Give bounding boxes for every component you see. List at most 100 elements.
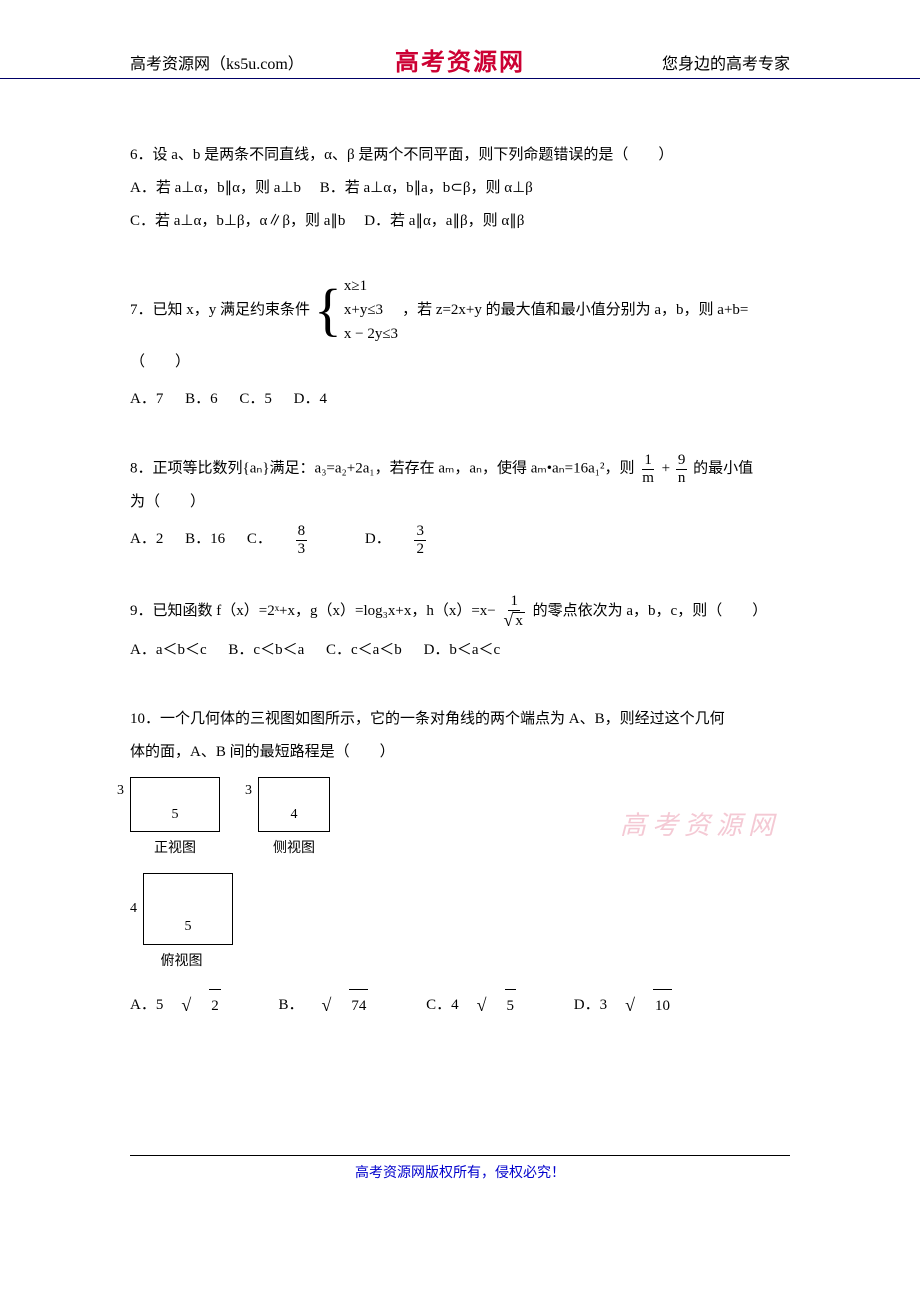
frac-den: m (640, 470, 656, 487)
q6-optD: D．若 a∥α，a∥β，则 α∥β (364, 213, 524, 229)
frac-num: 1 (508, 593, 520, 611)
q6-optA: A．若 a⊥α，b∥α，则 a⊥b (130, 180, 301, 196)
q9-optD: D．b＜a＜c (424, 642, 501, 658)
q9-optC: C．c＜a＜b (326, 642, 402, 658)
q9-pre: 9．已知函数 f（x）=2ˣ+x，g（x）=log₃x+x，h（x）=x− (130, 603, 496, 619)
brace-lines: x≥1 x+y≤3 x − 2y≤3 (344, 274, 398, 346)
optB-pre: B． (278, 997, 303, 1013)
footer-text: 高考资源网版权所有，侵权必究！ (355, 1166, 565, 1181)
frac-8-3: 8 3 (296, 523, 326, 557)
front-view-box: 3 5 (130, 777, 220, 832)
view-row-bottom: 4 5 俯视图 (130, 873, 790, 978)
q10-optD: D．3√10 (574, 997, 708, 1013)
frac-den: √x (502, 611, 527, 631)
q9-stem: 9．已知函数 f（x）=2ˣ+x，g（x）=log₃x+x，h（x）=x− 1 … (130, 593, 790, 630)
q7-optA: A．7 (130, 391, 163, 407)
sqrt-2: √2 (181, 986, 238, 1026)
q8-post: 的最小值 (693, 460, 753, 476)
optC-pre: C． (247, 531, 272, 547)
q9-options: A．a＜b＜c B．c＜b＜a C．c＜a＜b D．b＜a＜c (130, 634, 790, 667)
header-left: 高考资源网（ks5u.com） (130, 50, 304, 74)
optD-pre: D． (365, 531, 391, 547)
q8-line1: 8．正项等比数列{aₙ}满足：a₃=a₂+2a₁，若存在 aₘ，aₙ，使得 aₘ… (130, 452, 790, 486)
header-right: 您身边的高考专家 (662, 50, 790, 74)
side-view-box: 3 4 (258, 777, 330, 832)
top-h: 4 (130, 894, 137, 925)
q6-row2: C．若 a⊥α，b⊥β，α∥β，则 a∥b D．若 a∥α，a∥β，则 α∥β (130, 205, 790, 238)
header-title: 高考资源网 (395, 42, 525, 77)
q7-optB: B．6 (185, 391, 218, 407)
q7-cond3: x − 2y≤3 (344, 322, 398, 346)
top-box-row: 4 5 (130, 873, 233, 945)
q7-options: A．7 B．6 C．5 D．4 (130, 383, 790, 416)
q9-optB: B．c＜b＜a (228, 642, 304, 658)
top-label: 俯视图 (161, 947, 203, 978)
q8-optC: C． 8 3 (247, 531, 347, 547)
side-box-row: 3 4 (258, 777, 330, 832)
q6-optB: B．若 a⊥α，b∥a，b⊂β，则 α⊥β (320, 180, 533, 196)
q10-options: A．5√2 B．√74 C．4√5 D．3√10 (130, 986, 790, 1026)
front-view-group: 3 5 正视图 (130, 777, 220, 865)
content-body: 6．设 a、b 是两条不同直线，α、β 是两个不同平面，则下列命题错误的是（ ）… (0, 79, 920, 1025)
frac-num: 9 (676, 452, 688, 470)
q9-post: 的零点依次为 a，b，c，则（ ） (533, 603, 768, 619)
q8-optB: B．16 (185, 531, 225, 547)
q9-optA: A．a＜b＜c (130, 642, 207, 658)
optA-pre: A．5 (130, 997, 163, 1013)
q8-options: A．2 B．16 C． 8 3 D． 3 2 (130, 523, 790, 557)
front-h: 3 (117, 776, 124, 807)
q8-optD: D． 3 2 (365, 531, 462, 547)
side-h: 3 (245, 776, 252, 807)
sqrt-74: √74 (322, 986, 387, 1026)
q10-optC: C．4√5 (426, 997, 556, 1013)
page-footer: 高考资源网版权所有，侵权必究！ (130, 1155, 790, 1182)
sqrt-icon: √ (504, 611, 514, 631)
q10-optA: A．5√2 (130, 997, 260, 1013)
q10-stem1: 10．一个几何体的三视图如图所示，它的一条对角线的两个端点为 A、B，则经过这个… (130, 703, 790, 736)
q8-pre: 8．正项等比数列{aₙ}满足：a₃=a₂+2a₁，若存在 aₘ，aₙ，使得 aₘ… (130, 460, 635, 476)
q7-blank: （ ） (130, 346, 790, 379)
sqrt-x: √x (504, 611, 525, 631)
optC-pre: C．4 (426, 997, 459, 1013)
question-8: 8．正项等比数列{aₙ}满足：a₃=a₂+2a₁，若存在 aₘ，aₙ，使得 aₘ… (130, 452, 790, 557)
optD-pre: D．3 (574, 997, 607, 1013)
front-w: 5 (172, 800, 179, 831)
q7-optC: C．5 (239, 391, 272, 407)
frac-num: 1 (642, 452, 654, 470)
q7-optD: D．4 (294, 391, 327, 407)
frac-1m: 1 m (640, 452, 656, 486)
q7-cond2: x+y≤3 (344, 298, 398, 322)
sqrt-10: √ 10 (625, 986, 690, 1026)
sqrt-val: 2 (209, 989, 221, 1023)
left-brace-icon: { (314, 281, 342, 339)
frac-den: 3 (296, 541, 308, 558)
top-w: 5 (185, 912, 192, 943)
frac-num: 3 (414, 523, 426, 541)
front-box-row: 3 5 (130, 777, 220, 832)
q7-pre: 7．已知 x，y 满足约束条件 (130, 294, 310, 327)
question-7: 7．已知 x，y 满足约束条件 { x≥1 x+y≤3 x − 2y≤3 ，若 … (130, 274, 790, 416)
side-label: 侧视图 (273, 834, 315, 865)
frac-3-2: 3 2 (414, 523, 444, 557)
sqrt-val: x (513, 612, 525, 630)
front-label: 正视图 (154, 834, 196, 865)
q8-optA: A．2 (130, 531, 163, 547)
question-9: 9．已知函数 f（x）=2ˣ+x，g（x）=log₃x+x，h（x）=x− 1 … (130, 593, 790, 667)
q7-cond1: x≥1 (344, 274, 398, 298)
sqrt-val: 10 (653, 989, 672, 1023)
q7-stem-row: 7．已知 x，y 满足约束条件 { x≥1 x+y≤3 x − 2y≤3 ，若 … (130, 274, 790, 346)
frac-num: 8 (296, 523, 308, 541)
sqrt-icon: √ (322, 986, 332, 1026)
top-view-group: 4 5 俯视图 (130, 873, 233, 978)
frac-den: n (676, 470, 688, 487)
frac-1-sqrtx: 1 √x (502, 593, 527, 630)
q6-row1: A．若 a⊥α，b∥α，则 a⊥b B．若 a⊥α，b∥a，b⊂β，则 α⊥β (130, 172, 790, 205)
sqrt-icon: √ (181, 986, 191, 1026)
sqrt-icon: √ (625, 986, 635, 1026)
q7-post: ，若 z=2x+y 的最大值和最小值分别为 a，b，则 a+b= (402, 294, 748, 327)
question-10: 10．一个几何体的三视图如图所示，它的一条对角线的两个端点为 A、B，则经过这个… (130, 703, 790, 1025)
sqrt-5: √5 (477, 986, 534, 1026)
side-view-group: 3 4 侧视图 (258, 777, 330, 865)
top-view-box: 5 (143, 873, 233, 945)
q6-optC: C．若 a⊥α，b⊥β，α∥β，则 a∥b (130, 213, 345, 229)
